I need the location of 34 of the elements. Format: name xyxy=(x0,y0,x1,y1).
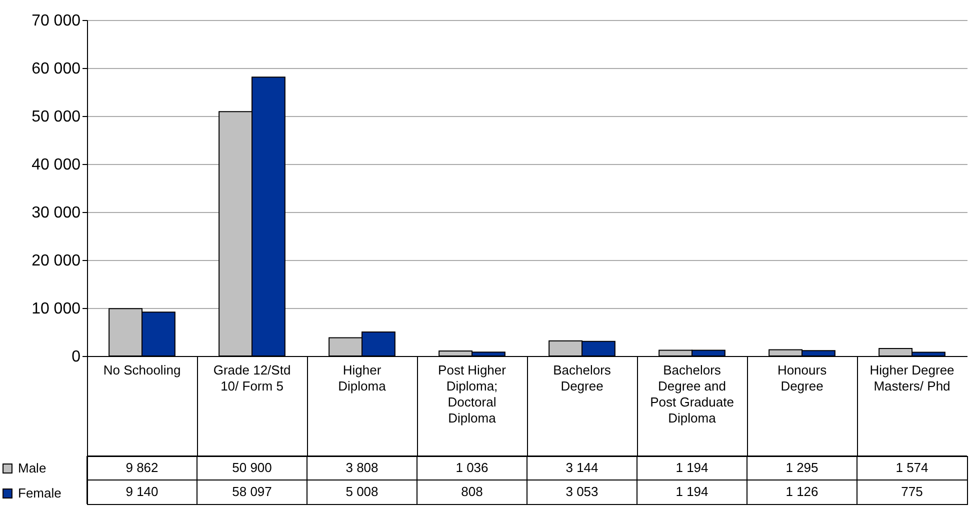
x-tick-label: Post Higher Diploma; Doctoral Diploma xyxy=(438,362,507,426)
data-label: 1 295 xyxy=(786,460,818,475)
x-tick-label: Grade 12/Std 10/ Form 5 xyxy=(213,362,291,394)
data-label: 3 053 xyxy=(566,484,598,499)
y-tick-label: 30 000 xyxy=(32,204,81,222)
data-label: 58 097 xyxy=(232,484,272,499)
y-tick-label: 70 000 xyxy=(32,12,81,30)
data-label: 775 xyxy=(901,484,923,499)
data-label: 1 194 xyxy=(676,460,708,475)
legend-label: Male xyxy=(18,460,46,476)
data-label: 9 862 xyxy=(126,460,158,475)
y-tick-label: 10 000 xyxy=(32,300,81,318)
x-tick-label: No Schooling xyxy=(103,362,181,378)
legend-label: Female xyxy=(18,486,62,500)
data-label: 3 808 xyxy=(346,460,378,475)
data-label: 1 126 xyxy=(786,484,818,499)
y-tick-label: 50 000 xyxy=(32,108,81,126)
data-label: 1 036 xyxy=(456,460,488,475)
x-tick-label: Higher Degree Masters/ Phd xyxy=(870,362,954,394)
data-label: 3 144 xyxy=(566,460,598,475)
x-tick-label: Honours Degree xyxy=(777,362,828,394)
data-label: 808 xyxy=(461,484,483,499)
data-label: 1 194 xyxy=(676,484,708,499)
x-tick-label: Higher Diploma xyxy=(338,362,387,394)
x-tick-label: Bachelors Degree and Post Graduate Diploma xyxy=(650,362,734,426)
y-tick-label: 0 xyxy=(72,348,81,366)
x-tick-label: Bachelors Degree xyxy=(553,362,612,394)
data-label: 5 008 xyxy=(346,484,378,499)
data-label: 9 140 xyxy=(126,484,158,499)
data-label: 1 574 xyxy=(896,460,928,475)
y-tick-label: 40 000 xyxy=(32,156,81,174)
y-tick-label: 20 000 xyxy=(32,252,81,270)
data-label: 50 900 xyxy=(232,460,272,475)
y-tick-label: 60 000 xyxy=(32,60,81,78)
